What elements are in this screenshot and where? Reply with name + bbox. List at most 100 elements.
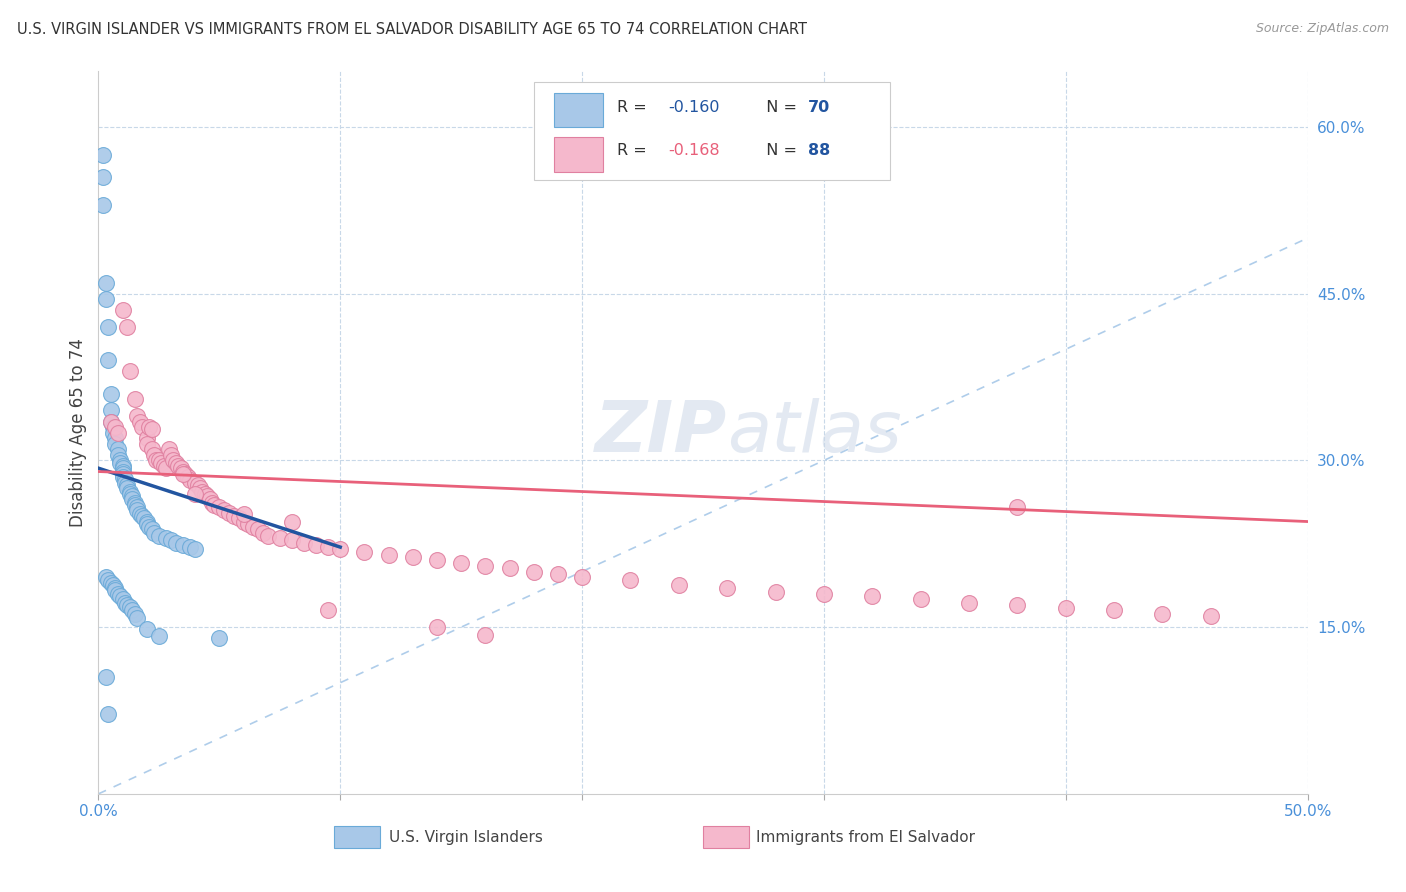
- Point: [212, 503, 235, 517]
- Point: [114, 472, 136, 486]
- Point: [426, 553, 449, 567]
- Point: [104, 431, 127, 445]
- Point: [117, 481, 139, 495]
- Point: [97, 320, 120, 334]
- Point: [100, 386, 122, 401]
- Point: [127, 409, 149, 423]
- Point: [131, 508, 153, 523]
- Point: [97, 353, 120, 368]
- Point: [377, 548, 399, 562]
- Point: [619, 574, 641, 588]
- Point: [242, 520, 264, 534]
- Point: [201, 496, 224, 510]
- Point: [167, 458, 190, 473]
- Point: [124, 498, 146, 512]
- Point: [160, 448, 183, 462]
- Point: [1007, 598, 1029, 612]
- Point: [101, 578, 124, 592]
- Point: [124, 607, 146, 621]
- Point: [141, 422, 163, 436]
- Point: [247, 522, 270, 536]
- Point: [118, 600, 141, 615]
- Point: [188, 481, 211, 495]
- Point: [148, 453, 170, 467]
- Point: [184, 475, 207, 490]
- Point: [252, 525, 274, 540]
- Point: [174, 467, 197, 481]
- Point: [281, 533, 304, 548]
- Text: -0.160: -0.160: [668, 100, 720, 115]
- Point: [169, 461, 191, 475]
- Point: [143, 448, 166, 462]
- Point: [124, 392, 146, 407]
- Point: [128, 415, 150, 429]
- Point: [195, 489, 218, 503]
- Point: [910, 592, 932, 607]
- Point: [198, 492, 221, 507]
- Point: [208, 500, 231, 514]
- Point: [523, 565, 546, 579]
- Point: [150, 456, 173, 470]
- Point: [107, 448, 129, 462]
- Point: [194, 487, 217, 501]
- Point: [187, 478, 209, 492]
- Point: [141, 522, 163, 536]
- Text: ZIP: ZIP: [595, 398, 727, 467]
- Point: [184, 542, 207, 557]
- Point: [121, 603, 143, 617]
- Point: [172, 538, 194, 552]
- Point: [474, 628, 496, 642]
- Point: [111, 461, 134, 475]
- Bar: [554, 93, 603, 128]
- Point: [547, 566, 569, 581]
- Text: N =: N =: [756, 144, 803, 159]
- Point: [1102, 603, 1125, 617]
- Point: [1199, 609, 1222, 624]
- Point: [124, 496, 146, 510]
- Point: [135, 623, 157, 637]
- Point: [1007, 500, 1029, 514]
- Point: [117, 320, 139, 334]
- Point: [498, 561, 520, 575]
- Point: [135, 436, 157, 450]
- Point: [162, 453, 184, 467]
- Point: [104, 583, 127, 598]
- FancyBboxPatch shape: [534, 82, 890, 180]
- Point: [101, 425, 124, 440]
- Point: [179, 474, 201, 488]
- Point: [97, 574, 120, 588]
- Point: [292, 535, 315, 549]
- Point: [571, 570, 593, 584]
- Point: [716, 581, 738, 595]
- Point: [426, 620, 449, 634]
- Point: [160, 533, 183, 548]
- Point: [91, 198, 114, 212]
- Point: [111, 458, 134, 473]
- Point: [111, 470, 134, 484]
- Point: [127, 500, 149, 514]
- Bar: [554, 137, 603, 171]
- Point: [152, 458, 174, 473]
- Point: [104, 436, 127, 450]
- Point: [184, 487, 207, 501]
- Point: [114, 475, 136, 490]
- Point: [218, 506, 240, 520]
- Point: [104, 581, 127, 595]
- Point: [232, 515, 254, 529]
- Text: Source: ZipAtlas.com: Source: ZipAtlas.com: [1256, 22, 1389, 36]
- Text: R =: R =: [617, 144, 652, 159]
- Point: [118, 487, 141, 501]
- Point: [94, 276, 117, 290]
- Text: 70: 70: [808, 100, 831, 115]
- Point: [148, 529, 170, 543]
- Point: [100, 403, 122, 417]
- Point: [91, 169, 114, 184]
- Point: [148, 629, 170, 643]
- Point: [668, 578, 690, 592]
- Point: [91, 147, 114, 161]
- Point: [111, 467, 134, 481]
- Point: [131, 420, 153, 434]
- Bar: [703, 826, 749, 848]
- Point: [860, 589, 883, 603]
- Point: [107, 587, 129, 601]
